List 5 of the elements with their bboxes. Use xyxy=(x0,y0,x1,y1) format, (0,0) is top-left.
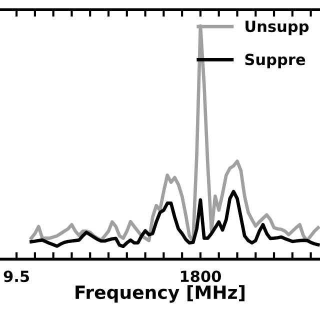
x-tick-label: 1800 xyxy=(180,270,221,282)
x-tick-label: 9.5 xyxy=(4,270,30,282)
legend-label: Unsupp xyxy=(246,20,309,36)
x-axis-title: Frequency [MHz] xyxy=(76,285,244,303)
legend-label: Suppre xyxy=(245,54,306,68)
